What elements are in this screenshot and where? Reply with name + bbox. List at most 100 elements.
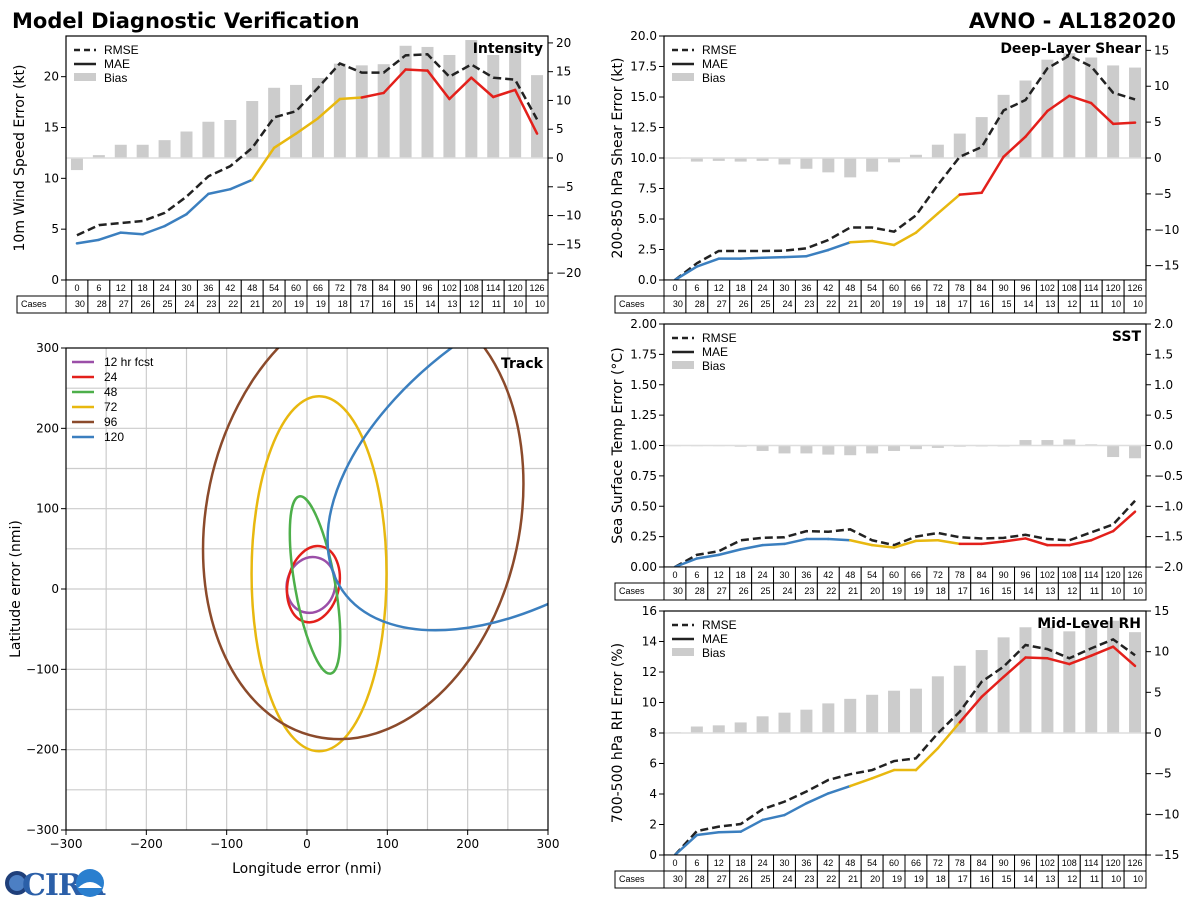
bias-bar: [333, 63, 346, 158]
forecast-hour-label: 108: [1062, 283, 1077, 293]
forecast-hour-label: 12: [714, 283, 724, 293]
forecast-hour-label: 24: [160, 283, 170, 293]
bias-bar: [158, 140, 171, 158]
case-count: 30: [75, 299, 85, 309]
case-count: 21: [250, 299, 260, 309]
bias-bar: [931, 445, 944, 448]
y-tick-label: 2.00: [630, 317, 657, 331]
y-tick-label: 8: [649, 726, 657, 740]
forecast-hour-label: 60: [889, 858, 899, 868]
forecast-hour-label: 54: [269, 283, 279, 293]
y-axis-label: Latitude error (nmi): [8, 520, 24, 658]
case-count: 10: [513, 299, 523, 309]
mae-line-segment: [848, 239, 874, 244]
forecast-hour-label: 72: [335, 283, 345, 293]
mae-line-segment: [739, 256, 764, 260]
y2-tick-label: −10: [556, 209, 581, 223]
legend-label-mae: MAE: [702, 632, 728, 646]
case-count: 11: [1090, 874, 1099, 884]
forecast-hour-label: 12: [116, 283, 126, 293]
x-tick-label: 200: [456, 837, 479, 851]
bias-bar: [712, 158, 725, 161]
rmse-line: [76, 53, 539, 237]
legend-label: 120: [104, 430, 124, 444]
case-count: 22: [228, 299, 238, 309]
forecast-hour-label: 0: [74, 283, 79, 293]
mae-line-segment: [1089, 101, 1115, 126]
mae-line-segment: [936, 721, 962, 750]
bias-bar: [1063, 631, 1076, 733]
y-tick-label: 0: [51, 582, 59, 596]
x-tick-label: 0: [303, 837, 311, 851]
case-count: 23: [804, 586, 814, 596]
bias-bar: [778, 445, 791, 454]
y-tick-label: 0.50: [630, 499, 657, 513]
legend-label: 48: [104, 385, 118, 399]
forecast-hour-label: 12: [714, 570, 724, 580]
y2-tick-label: −15: [1154, 848, 1179, 862]
forecast-hour-label: 114: [1084, 570, 1098, 580]
bias-bar: [690, 726, 703, 733]
legend-label-bias: Bias: [702, 71, 725, 85]
mae-line-segment: [870, 768, 896, 780]
case-count: 13: [1045, 586, 1055, 596]
mae-line-segment: [338, 96, 364, 101]
forecast-hour-label: 6: [694, 570, 699, 580]
forecast-hour-label: 96: [1020, 858, 1030, 868]
y-tick-label: 15: [44, 121, 59, 135]
case-count: 21: [848, 586, 858, 596]
forecast-hour-label: 126: [1128, 283, 1143, 293]
case-count: 12: [1067, 299, 1077, 309]
y2-tick-label: −20: [556, 266, 581, 280]
y2-tick-label: 0.5: [1154, 408, 1173, 422]
bias-bar: [866, 445, 879, 454]
y2-tick-label: 10: [1154, 645, 1169, 659]
case-count: 15: [1002, 299, 1012, 309]
case-count: 15: [404, 299, 414, 309]
y-tick-label: 14: [642, 635, 657, 649]
panel-title: Deep-Layer Shear: [1000, 41, 1141, 57]
y2-tick-label: 20: [556, 36, 571, 50]
y-tick-label: 17.5: [630, 60, 657, 74]
mae-line-segment: [827, 537, 852, 542]
mae-line-segment: [980, 675, 1005, 699]
y2-tick-label: −10: [1154, 223, 1179, 237]
rmse-line: [674, 637, 1136, 856]
forecast-hour-label: 120: [1106, 570, 1121, 580]
logo-globe-inner: [9, 875, 25, 891]
mae-line-segment: [827, 241, 852, 252]
mae-line-segment: [717, 548, 742, 557]
forecast-hour-label: 90: [401, 283, 411, 293]
bias-bar: [712, 725, 725, 733]
mae-line-segment: [1002, 537, 1027, 543]
y2-tick-label: −5: [556, 180, 574, 194]
bias-bar: [92, 155, 105, 158]
case-count: 19: [316, 299, 326, 309]
forecast-hour-label: 60: [889, 570, 899, 580]
bias-bar: [421, 46, 434, 159]
case-count: 13: [1045, 874, 1055, 884]
case-count: 10: [1111, 874, 1121, 884]
forecast-hour-label: 108: [464, 283, 479, 293]
forecast-hour-label: 72: [933, 570, 943, 580]
mae-line-segment: [185, 192, 210, 216]
forecast-hour-label: 0: [672, 283, 677, 293]
cases-cell: [1123, 870, 1147, 889]
y-tick-label: 0.75: [630, 469, 657, 483]
mae-line-segment: [980, 155, 1005, 195]
y-tick-label: 100: [36, 502, 59, 516]
cira-logo: CIRA: [5, 868, 107, 900]
case-count: 11: [1090, 586, 1099, 596]
legend-bias-swatch: [672, 361, 694, 369]
bias-bar: [931, 676, 944, 733]
mae-line-segment: [207, 187, 232, 196]
bias-bar: [180, 131, 193, 158]
mae-line-segment: [783, 254, 808, 259]
forecast-hour-label: 90: [999, 858, 1009, 868]
mae-line-segment: [892, 539, 918, 549]
case-count: 19: [892, 874, 902, 884]
bias-bar: [1063, 439, 1076, 446]
forecast-hour-label: 60: [291, 283, 301, 293]
case-count: 10: [1111, 586, 1121, 596]
y-tick-label: 10: [44, 171, 59, 185]
